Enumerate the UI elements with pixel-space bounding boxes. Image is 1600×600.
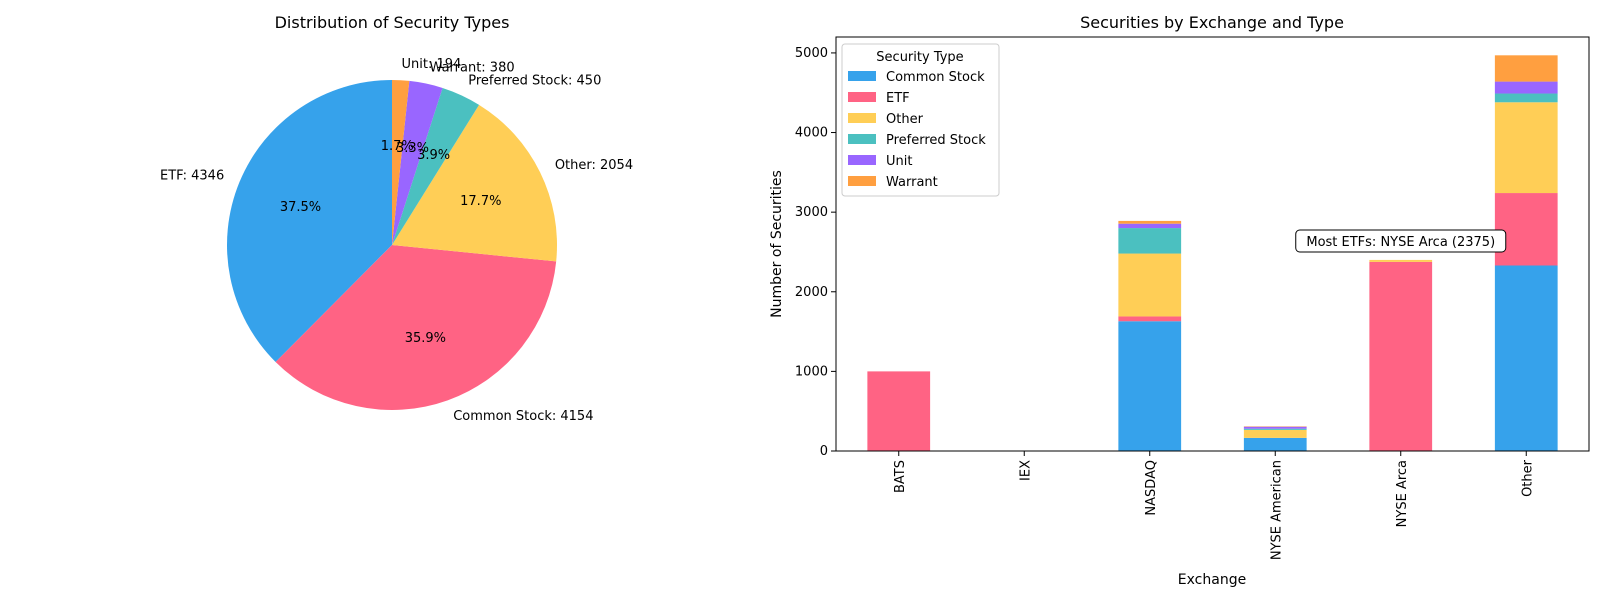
bar-other-warrant xyxy=(1494,55,1558,82)
pie-chart: Distribution of Security Types ETF: 4346… xyxy=(160,13,633,424)
pie-slice-unit xyxy=(392,80,410,245)
pie-label-preferred-stock: Preferred Stock: 450 xyxy=(468,73,601,88)
y-tick-label: 5000 xyxy=(795,46,828,61)
bar-nasdaq-other xyxy=(1118,253,1182,317)
x-tick-label-bats: BATS xyxy=(893,460,908,493)
legend-swatch-warrant xyxy=(848,176,876,186)
pie-title: Distribution of Security Types xyxy=(275,13,510,32)
bar-title: Securities by Exchange and Type xyxy=(1080,13,1344,32)
pie-label-common-stock: Common Stock: 4154 xyxy=(453,409,593,424)
bar-nasdaq-unit xyxy=(1118,223,1182,229)
legend-swatch-preferred-stock xyxy=(848,134,876,144)
legend-title: Security Type xyxy=(876,50,963,65)
legend-label-common-stock: Common Stock xyxy=(886,70,985,85)
bar-nasdaq-warrant xyxy=(1118,220,1182,224)
pie-slice-etf xyxy=(227,80,392,362)
legend-label-etf: ETF xyxy=(886,91,910,106)
pie-labels: ETF: 4346 37.5% Common Stock: 4154 35.9% Oth… xyxy=(160,57,633,424)
bar-nyse-arca-other xyxy=(1369,259,1433,262)
pie-pct-warrant: 3.3% xyxy=(396,141,429,156)
bar-nasdaq-common-stock xyxy=(1118,321,1182,451)
legend-swatch-other xyxy=(848,113,876,123)
x-axis-label: Exchange xyxy=(1178,572,1246,588)
pie-pct-preferred-stock: 3.9% xyxy=(417,148,450,163)
pie-label-etf: ETF: 4346 xyxy=(160,169,224,184)
pie-pct-unit: 1.7% xyxy=(381,139,414,154)
x-tick-label-nasdaq: NASDAQ xyxy=(1144,460,1159,516)
x-tick-label-nyse-american: NYSE American xyxy=(1269,460,1284,560)
x-tick-label-other: Other xyxy=(1520,459,1535,497)
y-tick-label: 4000 xyxy=(795,126,828,141)
y-axis-label: Number of Securities xyxy=(769,170,785,318)
bar-other-etf xyxy=(1494,193,1558,266)
bar-nyse-american-other xyxy=(1243,429,1307,438)
bar-nyse-american-unit xyxy=(1243,426,1307,429)
bar-bats-etf xyxy=(867,371,931,451)
bar-other-common-stock xyxy=(1494,265,1558,451)
pie-slices xyxy=(227,80,557,411)
pie-pct-other: 17.7% xyxy=(460,194,501,209)
pie-label-warrant: Warrant: 380 xyxy=(430,60,515,75)
bar-other-preferred-stock xyxy=(1494,93,1558,103)
y-tick-label: 2000 xyxy=(795,285,828,300)
pie-label-unit: Unit: 194 xyxy=(402,57,462,72)
bar-other-unit xyxy=(1494,81,1558,94)
pie-slice-warrant xyxy=(392,80,443,246)
legend-swatch-unit xyxy=(848,155,876,165)
pie-pct-common-stock: 35.9% xyxy=(405,331,446,346)
pie-pct-etf: 37.5% xyxy=(280,200,321,215)
x-ticks: BATS IEX NASDAQ NYSE American NYSE Arca Other xyxy=(893,451,1535,560)
bar-nyse-american-preferred-stock xyxy=(1243,428,1307,430)
stacked-bar-chart: Securities by Exchange and Type 0 1000 200… xyxy=(769,13,1590,588)
pie-label-other: Other: 2054 xyxy=(555,158,633,173)
bar-nyse-arca-etf xyxy=(1369,261,1433,451)
legend: Security Type Common Stock ETF Other Prefer… xyxy=(841,43,1000,197)
pie-slice-preferred-stock xyxy=(392,87,480,245)
annotation: Most ETFs: NYSE Arca (2375) xyxy=(1295,229,1507,253)
pie-slice-other xyxy=(392,104,557,262)
legend-swatch-etf xyxy=(848,92,876,102)
legend-frame xyxy=(841,43,1000,197)
x-tick-label-nyse-arca: NYSE Arca xyxy=(1395,460,1410,527)
y-tick-label: 0 xyxy=(820,444,828,459)
legend-label-preferred-stock: Preferred Stock xyxy=(886,133,986,148)
annotation-text: Most ETFs: NYSE Arca (2375) xyxy=(1306,235,1495,250)
x-tick-label-iex: IEX xyxy=(1018,460,1033,481)
bar-nasdaq-preferred-stock xyxy=(1118,228,1182,254)
legend-label-warrant: Warrant xyxy=(886,175,938,190)
bar-segments xyxy=(867,55,1558,451)
annotation-box xyxy=(1295,229,1507,253)
y-tick-label: 1000 xyxy=(795,364,828,379)
legend-swatch-common-stock xyxy=(848,71,876,81)
y-tick-label: 3000 xyxy=(795,205,828,220)
pie-slice-common-stock xyxy=(275,245,557,411)
y-ticks: 0 1000 2000 3000 4000 5000 xyxy=(795,46,836,459)
bar-nasdaq-etf xyxy=(1118,316,1182,322)
bar-nyse-american-common-stock xyxy=(1243,437,1307,451)
legend-items: Common Stock ETF Other Preferred Stock Unit W… xyxy=(848,70,986,190)
legend-label-unit: Unit xyxy=(886,154,912,169)
bar-other-other xyxy=(1494,102,1558,194)
legend-label-other: Other xyxy=(886,112,924,127)
plot-frame xyxy=(835,36,1590,452)
